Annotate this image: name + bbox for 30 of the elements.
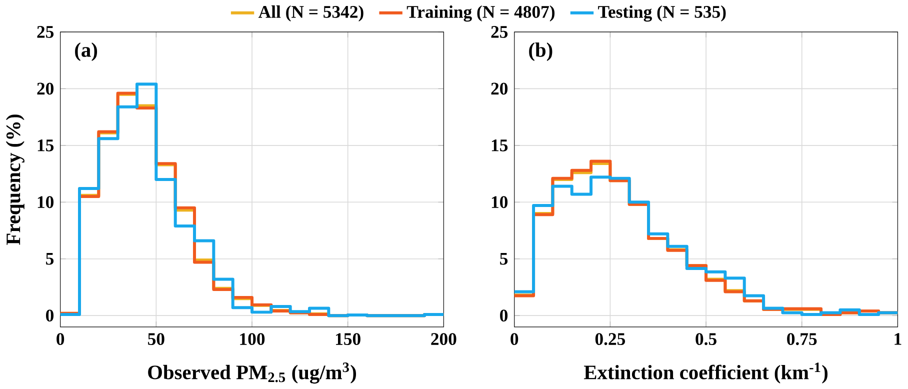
x-axis-title: Observed PM$_{2.5}$ (ug/m$^{3}$) (148, 362, 356, 384)
x-tick-label: 1 (894, 332, 902, 345)
x-tick-label: 0.25 (595, 332, 626, 345)
y-tick-label: 10 (492, 196, 508, 208)
y-tick-label: 5 (46, 252, 54, 265)
y-axis-title: Frequency (%) (6, 114, 24, 245)
y-tick-label: 0 (46, 309, 54, 322)
y-tick-label: 20 (491, 82, 508, 94)
x-tick-label: 0.75 (787, 332, 817, 345)
y-tick-label: 15 (492, 139, 508, 152)
x-tick-label: 100 (240, 332, 265, 345)
legend-label: Testing (N = 535) (598, 5, 726, 22)
legend-label: All (N = 5342) (258, 5, 364, 22)
y-tick-label: 0 (500, 309, 508, 322)
x-tick-label: 50 (148, 332, 164, 345)
y-tick-label: 20 (37, 82, 54, 94)
x-tick-label: 0.5 (696, 332, 716, 345)
x-axis-title: Extinction coefficient (km$^{-1}$) (584, 362, 828, 384)
y-tick-label: 15 (38, 139, 54, 152)
y-tick-label: 25 (37, 26, 54, 38)
y-tick-label: 10 (38, 196, 54, 208)
x-tick-label: 0 (56, 332, 64, 345)
annotation: (a) (75, 42, 98, 61)
x-tick-label: 150 (336, 332, 360, 345)
legend-label: Training (N = 4807) (406, 5, 555, 22)
x-tick-label: 0 (510, 332, 518, 345)
x-tick-label: 200 (431, 332, 456, 345)
y-tick-label: 5 (500, 252, 508, 265)
y-tick-label: 25 (491, 26, 508, 38)
annotation: (b) (529, 42, 552, 61)
